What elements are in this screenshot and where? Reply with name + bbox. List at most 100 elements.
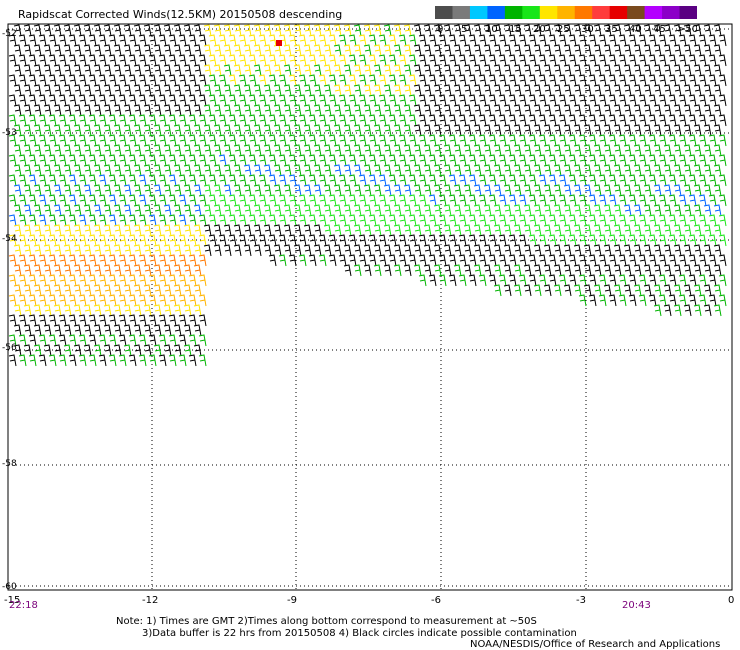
wind-barb [498,94,507,107]
wind-barb [653,124,662,137]
wind-barb [228,54,237,67]
wind-barb [143,244,152,257]
wind-barb [493,64,502,77]
wind-barb [718,174,727,187]
wind-barb [383,124,392,137]
wind-barb [348,134,357,147]
wind-barb [118,54,127,67]
wind-barb [143,344,152,357]
wind-barb [603,244,612,257]
wind-barb [563,24,572,37]
wind-barb [548,154,557,167]
wind-barb [538,154,547,167]
wind-barb [713,124,722,137]
wind-barb [708,34,717,47]
wind-barb [123,104,132,117]
wind-barb [98,134,107,147]
wind-barb [93,284,102,297]
wind-barb [643,204,652,217]
wind-barb [103,304,112,317]
wind-barb [633,184,642,197]
wind-barb [403,64,412,77]
wind-barb [128,54,137,67]
wind-barb [498,174,507,187]
wind-barb [513,264,522,277]
wind-barb [708,234,717,247]
wind-barb [503,44,512,57]
wind-barb [363,184,372,197]
wind-barb [268,234,277,247]
wind-barb [698,54,707,67]
wind-barb [683,84,692,97]
wind-barb [298,154,307,167]
wind-barb [223,44,232,57]
wind-barb [598,74,607,87]
wind-barb [553,164,562,177]
wind-barb [158,34,167,47]
wind-barb [203,244,212,257]
wind-barb [133,164,142,177]
wind-barb [718,34,727,47]
wind-barb [493,124,502,137]
wind-barb [568,194,577,207]
wind-barb [48,254,57,267]
wind-barb [243,144,252,157]
wind-barb [338,194,347,207]
wind-barb [263,24,272,37]
wind-barb [648,114,657,127]
wind-barb [218,214,227,227]
wind-barb [593,144,602,157]
wind-barb [128,94,137,107]
wind-barb [148,274,157,287]
wind-barb [408,174,417,187]
wind-barb [313,84,322,97]
wind-barb [273,244,282,257]
wind-barb [8,314,17,327]
wind-barb [588,74,597,87]
wind-barb [443,104,452,117]
wind-barb [128,254,137,267]
wind-barb [183,124,192,137]
wind-barb [63,344,72,357]
wind-barb [408,154,417,167]
wind-barb [53,64,62,77]
wind-barb [238,194,247,207]
wind-barb [483,184,492,197]
wind-barb [613,124,622,137]
wind-barb [428,274,437,287]
wind-barb [603,64,612,77]
wind-barb [393,244,402,257]
wind-barb [583,144,592,157]
wind-barb [113,284,122,297]
wind-barb [538,194,547,207]
wind-barb [558,114,567,127]
wind-barb [573,144,582,157]
wind-barb [478,54,487,67]
wind-barb [553,44,562,57]
wind-barb [638,94,647,107]
wind-barb [373,144,382,157]
wind-barb [693,124,702,137]
wind-barb [53,324,62,337]
wind-barb [693,264,702,277]
wind-barb [673,164,682,177]
wind-barb [638,254,647,267]
wind-barb [558,194,567,207]
wind-barb [683,164,692,177]
wind-barb [113,64,122,77]
wind-barb [33,104,42,117]
wind-barb [333,224,342,237]
wind-barb [703,304,712,317]
wind-barb [573,164,582,177]
wind-barb [708,114,717,127]
wind-barb [273,24,282,37]
wind-barb [168,154,177,167]
wind-barb [673,84,682,97]
wind-barb [218,54,227,67]
wind-barb [458,214,467,227]
wind-barb [48,314,57,327]
wind-barb [13,344,22,357]
wind-barb [8,114,17,127]
wind-barb [33,324,42,337]
wind-barb [58,154,67,167]
